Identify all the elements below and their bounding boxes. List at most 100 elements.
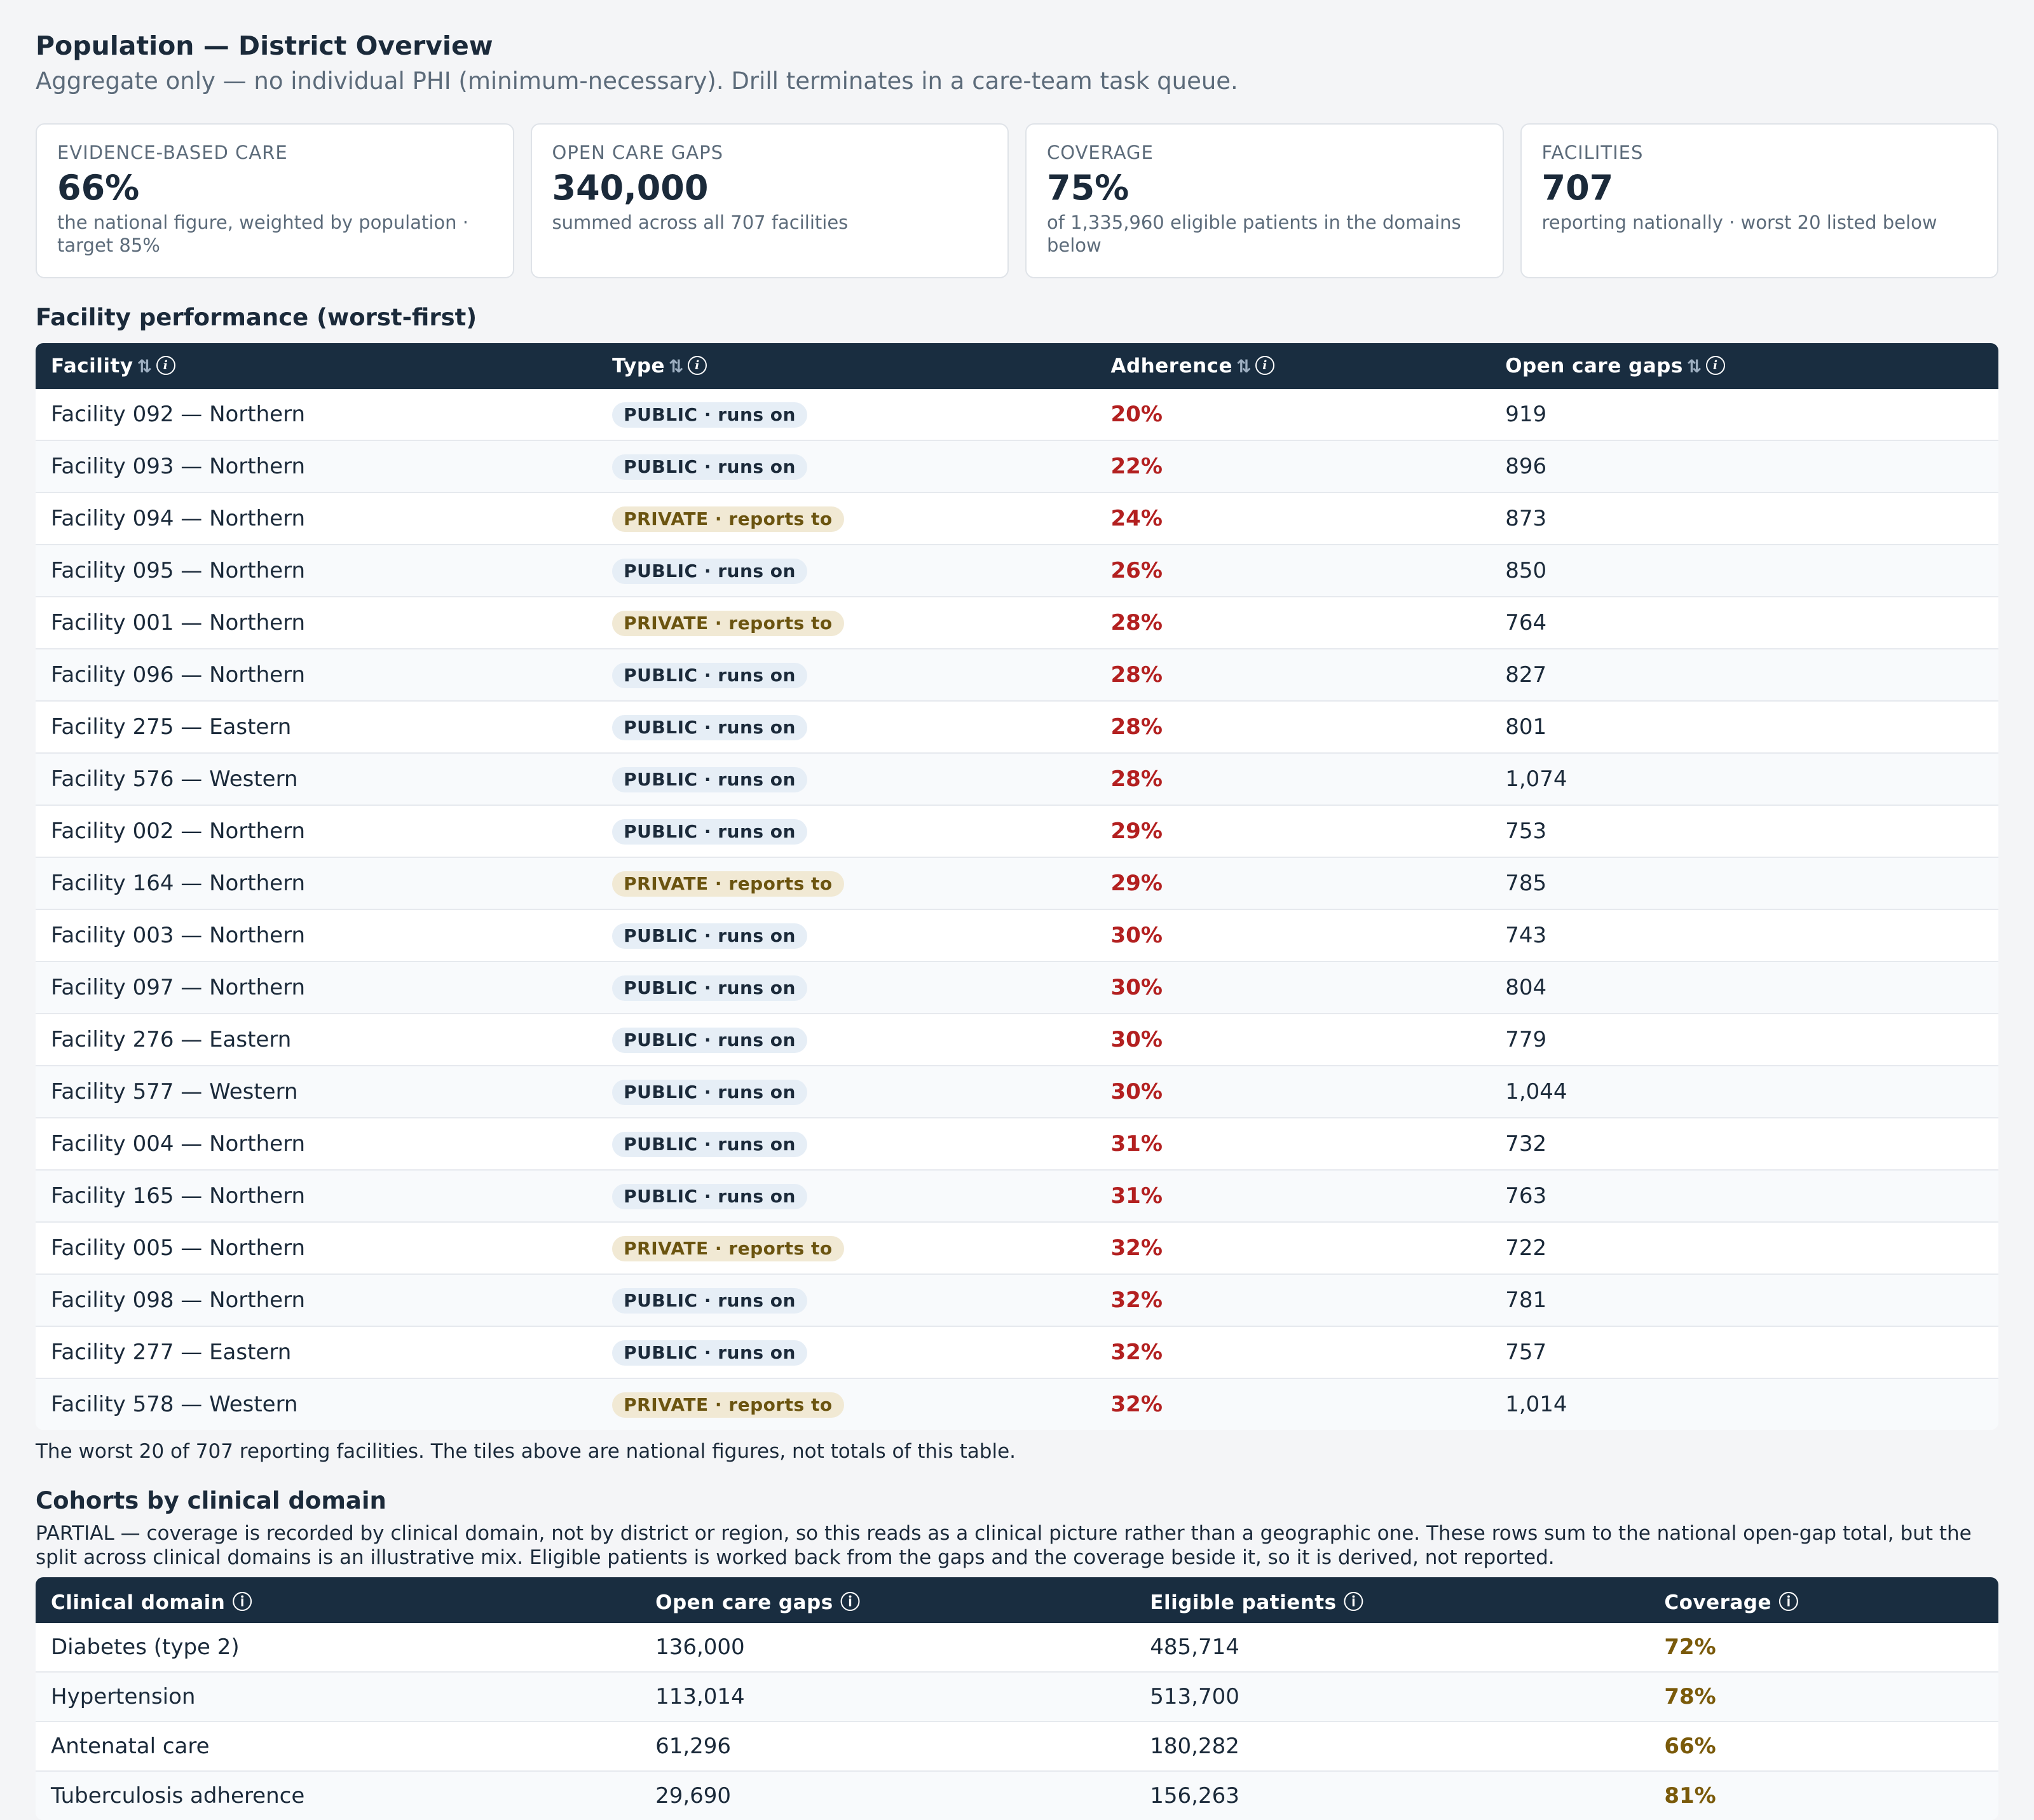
clinical-domain: Antenatal care xyxy=(36,1721,641,1771)
open-care-gaps-value: 29,690 xyxy=(640,1770,1135,1820)
table-row[interactable]: Facility 002 — Northern PUBLIC · runs on 2… xyxy=(36,805,1998,857)
info-icon[interactable]: ⓘ xyxy=(1343,1591,1364,1614)
column-header-facility[interactable]: Facility ⇅ i xyxy=(36,343,597,389)
adherence-value: 28% xyxy=(1095,648,1491,701)
facility-type-cell: PRIVATE · reports to xyxy=(597,492,1096,545)
facility-name: Facility 276 — Eastern xyxy=(36,1013,597,1066)
adherence-value: 32% xyxy=(1095,1326,1491,1378)
table-row[interactable]: Facility 098 — Northern PUBLIC · runs on 3… xyxy=(36,1273,1998,1326)
tile-label: COVERAGE xyxy=(1047,142,1154,163)
coverage-value: 66% xyxy=(1649,1721,1998,1771)
tile-value: 75% xyxy=(1047,168,1130,208)
facility-type-badge: PUBLIC · runs on xyxy=(612,1028,807,1053)
info-icon[interactable]: ⓘ xyxy=(232,1591,253,1614)
facility-name: Facility 165 — Northern xyxy=(36,1169,597,1222)
facility-name: Facility 164 — Northern xyxy=(36,857,597,909)
table-row[interactable]: Tuberculosis adherence 29,690 156,263 81% xyxy=(36,1770,1998,1820)
facility-type-badge: PUBLIC · runs on xyxy=(612,715,807,740)
facility-name: Facility 577 — Western xyxy=(36,1065,597,1118)
table-row[interactable]: Facility 093 — Northern PUBLIC · runs on 2… xyxy=(36,440,1998,492)
table-row[interactable]: Facility 003 — Northern PUBLIC · runs on 3… xyxy=(36,909,1998,961)
facility-type-cell: PUBLIC · runs on xyxy=(597,1065,1096,1118)
open-care-gaps-value: 61,296 xyxy=(640,1721,1135,1771)
facility-type-badge: PUBLIC · runs on xyxy=(612,663,807,688)
open-care-gaps-value: 801 xyxy=(1490,700,1998,753)
kpi-tiles: EVIDENCE-BASED CARE 66% the national fig… xyxy=(36,123,1998,278)
open-care-gaps-value: 1,014 xyxy=(1490,1378,1998,1430)
cohort-table-header: Clinical domain ⓘ Open care gaps ⓘ Eligi… xyxy=(36,1577,1998,1623)
column-header-label: Clinical domain xyxy=(51,1591,226,1614)
column-header-label: Type xyxy=(612,355,665,377)
table-row[interactable]: Facility 095 — Northern PUBLIC · runs on 2… xyxy=(36,544,1998,597)
sort-icon[interactable]: ⇅ xyxy=(137,356,153,377)
column-header-clinical-domain[interactable]: Clinical domain ⓘ xyxy=(36,1577,640,1623)
info-icon[interactable]: ⓘ xyxy=(840,1591,861,1614)
table-row[interactable]: Facility 578 — Western PRIVATE · reports … xyxy=(36,1378,1998,1430)
facility-type-cell: PUBLIC · runs on xyxy=(597,1117,1096,1170)
table-row[interactable]: Facility 097 — Northern PUBLIC · runs on 3… xyxy=(36,961,1998,1014)
adherence-value: 28% xyxy=(1095,700,1491,753)
sort-icon[interactable]: ⇅ xyxy=(669,356,685,377)
table-row[interactable]: Facility 277 — Eastern PUBLIC · runs on 32… xyxy=(36,1326,1998,1378)
table-row[interactable]: Antenatal care 61,296 180,282 66% xyxy=(36,1721,1998,1771)
table-row[interactable]: Facility 096 — Northern PUBLIC · runs on 2… xyxy=(36,648,1998,701)
table-row[interactable]: Facility 276 — Eastern PUBLIC · runs on 30… xyxy=(36,1013,1998,1066)
open-care-gaps-value: 722 xyxy=(1490,1221,1998,1274)
tile-value: 340,000 xyxy=(552,168,709,208)
facility-name: Facility 001 — Northern xyxy=(36,596,597,649)
column-header-adherence[interactable]: Adherence ⇅ i xyxy=(1096,343,1491,389)
column-header-open-care-gaps[interactable]: Open care gaps ⇅ i xyxy=(1490,343,1998,389)
adherence-value: 28% xyxy=(1095,596,1491,649)
facility-type-cell: PUBLIC · runs on xyxy=(597,1169,1096,1222)
table-row[interactable]: Facility 275 — Eastern PUBLIC · runs on 28… xyxy=(36,700,1998,753)
facility-name: Facility 003 — Northern xyxy=(36,909,597,961)
sort-icon[interactable]: ⇅ xyxy=(1686,356,1702,377)
open-care-gaps-value: 827 xyxy=(1490,648,1998,701)
info-icon[interactable]: ⓘ xyxy=(1778,1591,1799,1614)
adherence-value: 28% xyxy=(1095,752,1491,805)
sort-icon[interactable]: ⇅ xyxy=(1236,356,1252,377)
facility-table: Facility ⇅ i Type ⇅ i Adherence ⇅ i Open care … xyxy=(36,343,1998,1430)
open-care-gaps-value: 896 xyxy=(1490,440,1998,492)
table-row[interactable]: Facility 576 — Western PUBLIC · runs on 28… xyxy=(36,752,1998,805)
info-icon[interactable]: i xyxy=(1705,355,1725,375)
page-subtitle: Aggregate only — no individual PHI (mini… xyxy=(36,67,1238,95)
facility-type-badge: PUBLIC · runs on xyxy=(612,1080,807,1105)
coverage-value: 78% xyxy=(1649,1671,1998,1722)
table-row[interactable]: Facility 092 — Northern PUBLIC · runs on 2… xyxy=(36,389,1998,440)
open-care-gaps-value: 753 xyxy=(1490,805,1998,857)
table-row[interactable]: Facility 001 — Northern PRIVATE · reports… xyxy=(36,596,1998,649)
tile-coverage: COVERAGE 75% of 1,335,960 eligible patie… xyxy=(1025,123,1504,278)
table-row[interactable]: Facility 165 — Northern PUBLIC · runs on 3… xyxy=(36,1169,1998,1222)
column-header-eligible-patients[interactable]: Eligible patients ⓘ xyxy=(1135,1577,1649,1623)
column-header-label: Open care gaps xyxy=(1505,355,1683,377)
facility-type-badge: PUBLIC · runs on xyxy=(612,402,807,428)
coverage-value: 81% xyxy=(1649,1770,1998,1820)
info-icon[interactable]: i xyxy=(156,355,175,375)
table-row[interactable]: Hypertension 113,014 513,700 78% xyxy=(36,1671,1998,1722)
column-header-open-care-gaps[interactable]: Open care gaps ⓘ xyxy=(640,1577,1135,1623)
info-icon[interactable]: i xyxy=(1255,355,1275,375)
table-row[interactable]: Facility 164 — Northern PRIVATE · reports… xyxy=(36,857,1998,909)
facility-type-cell: PUBLIC · runs on xyxy=(597,700,1096,753)
open-care-gaps-value: 1,044 xyxy=(1490,1065,1998,1118)
facility-type-badge: PUBLIC · runs on xyxy=(612,1288,807,1314)
adherence-value: 31% xyxy=(1095,1169,1491,1222)
table-row[interactable]: Facility 005 — Northern PRIVATE · reports… xyxy=(36,1221,1998,1274)
facility-section-title: Facility performance (worst-first) xyxy=(36,304,477,331)
info-icon[interactable]: i xyxy=(688,355,707,375)
table-row[interactable]: Facility 004 — Northern PUBLIC · runs on 3… xyxy=(36,1117,1998,1170)
facility-type-cell: PUBLIC · runs on xyxy=(597,752,1096,805)
open-care-gaps-value: 743 xyxy=(1490,909,1998,961)
table-row[interactable]: Facility 094 — Northern PRIVATE · reports… xyxy=(36,492,1998,545)
facility-table-wrapper: Facility ⇅ i Type ⇅ i Adherence ⇅ i Open care … xyxy=(36,343,1998,1430)
table-row[interactable]: Facility 577 — Western PUBLIC · runs on 30… xyxy=(36,1065,1998,1118)
column-header-coverage[interactable]: Coverage ⓘ xyxy=(1649,1577,1998,1623)
facility-type-badge: PRIVATE · reports to xyxy=(612,1392,844,1418)
tile-note: reporting nationally · worst 20 listed b… xyxy=(1541,212,1937,233)
adherence-value: 30% xyxy=(1095,909,1491,961)
table-row[interactable]: Diabetes (type 2) 136,000 485,714 72% xyxy=(36,1623,1998,1672)
facility-name: Facility 096 — Northern xyxy=(36,648,597,701)
column-header-type[interactable]: Type ⇅ i xyxy=(597,343,1095,389)
